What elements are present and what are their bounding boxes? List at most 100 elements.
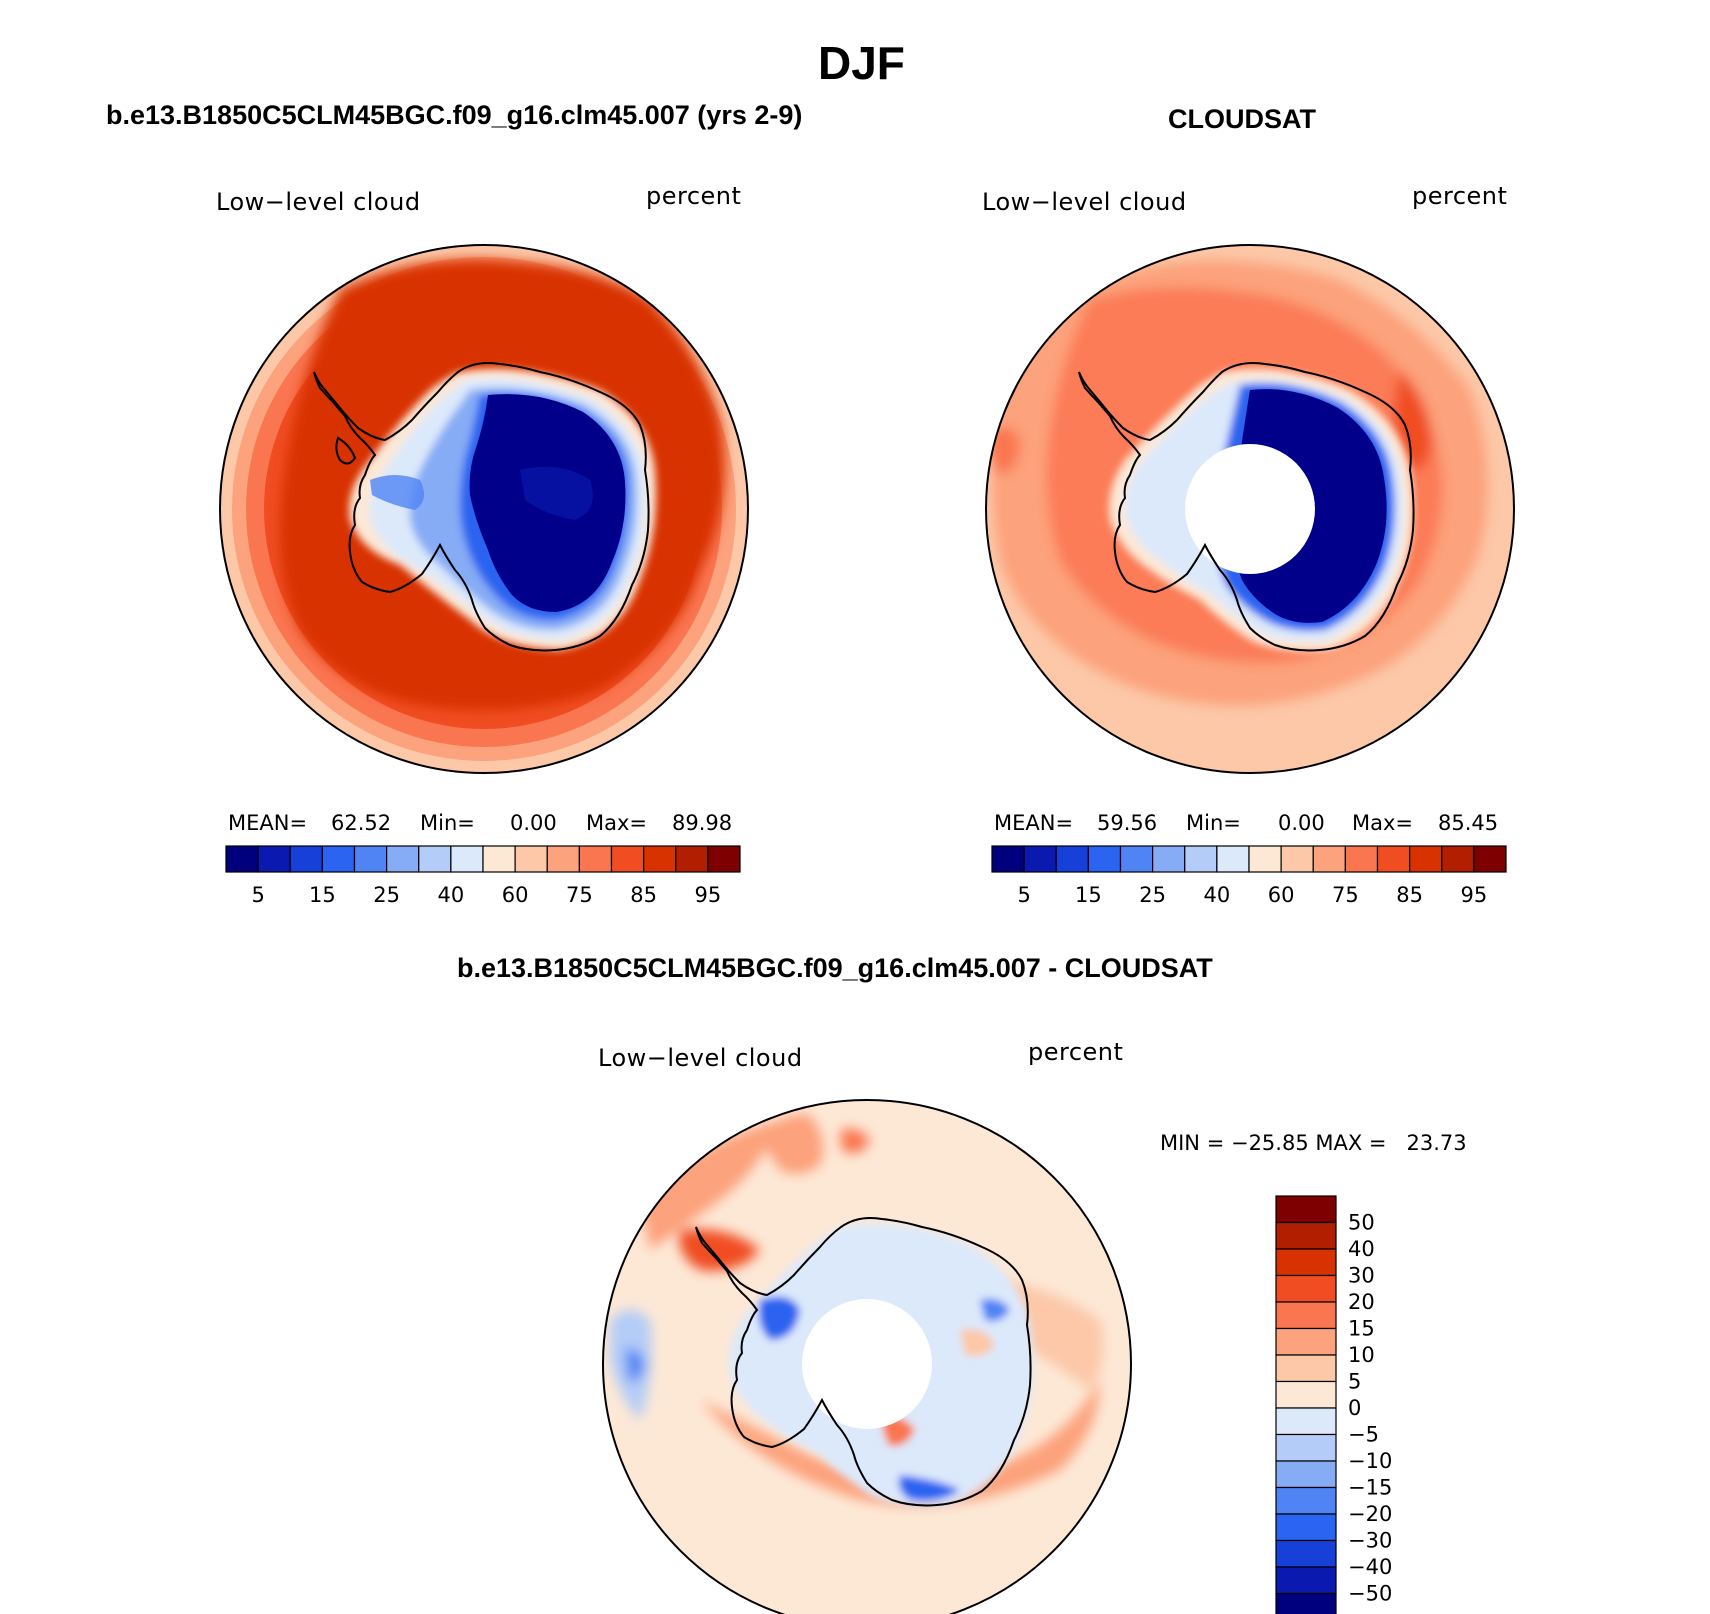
panel3-colorbar-swatch xyxy=(1275,1274,1337,1303)
panel1-colorbar-swatch xyxy=(321,845,356,873)
panel1-colorbar-swatch xyxy=(546,845,580,873)
panel2-colorbar-swatch xyxy=(1023,845,1057,873)
panel2-colorbar-swatch xyxy=(1055,845,1089,873)
panel2-colorbar-tick-label: 60 xyxy=(1268,883,1295,907)
panel3-colorbar-swatch xyxy=(1275,1327,1337,1356)
panel1-colorbar-tick-label: 5 xyxy=(251,883,264,907)
panel1-units-label: percent xyxy=(646,182,742,210)
panel3-colorbar-swatch xyxy=(1275,1221,1337,1250)
panel2-mean-label: MEAN= xyxy=(994,811,1074,835)
panel2-colorbar-swatch xyxy=(1344,845,1379,873)
panel2-map xyxy=(985,244,1515,774)
panel1-colorbar-tick-label: 75 xyxy=(566,883,593,907)
panel3-colorbar-tick-label: 10 xyxy=(1348,1343,1375,1367)
panel3-units-label: percent xyxy=(1028,1038,1124,1066)
panel2-colorbar: 5 15 25 40 60 75 85 95 xyxy=(991,845,1507,907)
panel1-colorbar-swatch xyxy=(450,845,484,873)
panel3-colorbar-tick-label: −40 xyxy=(1348,1555,1392,1579)
panel1-colorbar-tick-label: 60 xyxy=(502,883,529,907)
panel1-colorbar-swatch xyxy=(610,845,645,873)
panel3-map xyxy=(602,1099,1132,1614)
panel1-colorbar-swatch xyxy=(482,845,516,873)
panel1-colorbar-swatch xyxy=(353,845,388,873)
panel2-colorbar-swatch xyxy=(1409,845,1443,873)
panel1-colorbar-tick-label: 85 xyxy=(630,883,657,907)
panel3-colorbar-swatch xyxy=(1275,1566,1337,1595)
panel2-variable-label: Low−level cloud xyxy=(982,188,1187,216)
panel1-colorbar-tick-label: 95 xyxy=(695,883,722,907)
panel3-colorbar-swatch xyxy=(1275,1407,1337,1436)
panel1-colorbar-swatch xyxy=(514,845,548,873)
panel3-colorbar-tick-label: 40 xyxy=(1348,1237,1375,1261)
panel2-max-value: 85.45 xyxy=(1438,811,1499,835)
panel2-colorbar-swatch xyxy=(1473,845,1507,873)
panel1-mean-label: MEAN= xyxy=(228,811,308,835)
panel3-colorbar-tick-label: 50 xyxy=(1348,1211,1375,1235)
panel2-colorbar-swatch xyxy=(1184,845,1218,873)
panel1-variable-label: Low−level cloud xyxy=(216,188,421,216)
panel2-colorbar-tick-label: 95 xyxy=(1461,883,1488,907)
panel3-colorbar-tick-label: 15 xyxy=(1348,1317,1375,1341)
panel1-colorbar-tick-label: 15 xyxy=(309,883,336,907)
panel3-colorbar-tick-label: −5 xyxy=(1348,1423,1379,1447)
panel2-colorbar-swatch xyxy=(1119,845,1154,873)
panel2-colorbar-tick-label: 25 xyxy=(1139,883,1166,907)
panel1-colorbar-swatch xyxy=(643,845,677,873)
panel3-colorbar-tick-label: 5 xyxy=(1348,1370,1361,1394)
panel1-min-value: 0.00 xyxy=(510,811,557,835)
figure-title: DJF xyxy=(818,37,905,89)
panel3-colorbar-tick-label: −50 xyxy=(1348,1582,1392,1606)
panel1-colorbar-swatch xyxy=(386,845,420,873)
panel2-colorbar-swatch xyxy=(1087,845,1122,873)
panel3-minmax-text: MIN = −25.85 MAX = 23.73 xyxy=(1160,1131,1467,1155)
panel1-mean-value: 62.52 xyxy=(331,811,392,835)
panel1-title: b.e13.B1850C5CLM45BGC.f09_g16.clm45.007 … xyxy=(106,100,803,130)
panel2-colorbar-tick-label: 75 xyxy=(1332,883,1359,907)
panel2-mean-value: 59.56 xyxy=(1097,811,1158,835)
panel2-colorbar-swatch xyxy=(1152,845,1186,873)
panel2-min-label: Min= xyxy=(1186,811,1241,835)
panel1-colorbar-tick-label: 40 xyxy=(438,883,465,907)
panel3-colorbar-tick-label: 30 xyxy=(1348,1264,1375,1288)
panel1-colorbar-swatch xyxy=(418,845,452,873)
panel3-colorbar-swatch xyxy=(1275,1354,1337,1383)
panel3-colorbar-tick-label: −20 xyxy=(1348,1502,1392,1526)
panel3-colorbar-swatch xyxy=(1275,1433,1337,1462)
panel2-colorbar-swatch xyxy=(1312,845,1346,873)
panel3-colorbar-tick-label: −30 xyxy=(1348,1529,1392,1553)
panel1-colorbar-swatch xyxy=(707,845,741,873)
panel1-min-label: Min= xyxy=(420,811,475,835)
panel2-title: CLOUDSAT xyxy=(1168,104,1316,134)
panel3-colorbar-swatch xyxy=(1275,1460,1337,1489)
panel1-colorbar-swatch xyxy=(225,845,259,873)
panel3-title: b.e13.B1850C5CLM45BGC.f09_g16.clm45.007 … xyxy=(457,953,1213,983)
panel1-map xyxy=(219,244,749,774)
panel2-colorbar-swatch xyxy=(1376,845,1411,873)
panel3-colorbar-tick-label: −10 xyxy=(1348,1449,1392,1473)
panel1-colorbar-swatch xyxy=(257,845,291,873)
panel3-colorbar-swatch xyxy=(1275,1486,1337,1515)
panel1-colorbar-tick-label: 25 xyxy=(373,883,400,907)
panel3-colorbar-swatch xyxy=(1275,1513,1337,1542)
panel2-colorbar-swatch xyxy=(1216,845,1250,873)
panel3-colorbar-swatch xyxy=(1275,1592,1337,1614)
panel3-colorbar-tick-label: 20 xyxy=(1348,1290,1375,1314)
panel3-colorbar-tick-label: −15 xyxy=(1348,1476,1392,1500)
panel2-colorbar-swatch xyxy=(1441,845,1475,873)
panel3-colorbar-tick-label: 0 xyxy=(1348,1396,1361,1420)
panel3-colorbar-swatch xyxy=(1275,1301,1337,1330)
panel2-colorbar-tick-label: 15 xyxy=(1075,883,1102,907)
panel1-max-value: 89.98 xyxy=(672,811,733,835)
panel2-colorbar-tick-label: 40 xyxy=(1204,883,1231,907)
panel1-colorbar: 5 15 25 40 60 75 85 95 xyxy=(225,845,741,907)
panel3-colorbar-swatch xyxy=(1275,1380,1337,1409)
panel3-colorbar-swatch xyxy=(1275,1248,1337,1277)
panel2-units-label: percent xyxy=(1412,182,1508,210)
panel3-colorbar-swatch xyxy=(1275,1539,1337,1568)
panel2-colorbar-tick-label: 5 xyxy=(1017,883,1030,907)
panel3-colorbar-swatch xyxy=(1275,1195,1337,1224)
panel2-min-value: 0.00 xyxy=(1278,811,1325,835)
panel2-colorbar-swatch xyxy=(1248,845,1282,873)
